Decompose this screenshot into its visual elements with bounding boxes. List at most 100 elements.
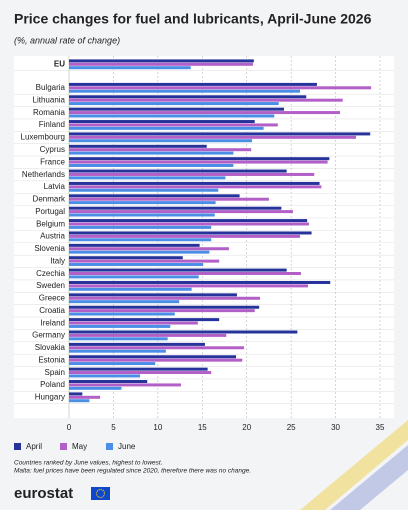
bar [69, 172, 315, 176]
bar [69, 210, 293, 214]
bar [69, 309, 255, 313]
bar [69, 114, 275, 118]
bar [69, 355, 237, 359]
x-tick-label: 5 [111, 423, 116, 432]
bar [69, 284, 309, 288]
y-tick-label: Croatia [39, 306, 65, 315]
y-tick-label: France [40, 157, 65, 166]
bar [69, 337, 168, 341]
y-tick-label: Netherlands [22, 170, 65, 179]
y-tick-label: Finland [39, 120, 65, 129]
legend-label: May [72, 442, 87, 451]
note: Malta: fuel prices have been regulated s… [14, 468, 251, 475]
y-tick-label: Cyprus [40, 145, 65, 154]
x-tick-label: 10 [153, 423, 162, 432]
y-tick-label: Lithuania [33, 95, 66, 104]
bar [69, 82, 317, 86]
bar [69, 272, 301, 275]
decoration [300, 420, 408, 510]
y-tick-label: Portugal [35, 207, 65, 216]
legend-swatch [14, 443, 21, 450]
x-tick-label: 30 [331, 423, 340, 432]
bar [69, 305, 260, 309]
bar [69, 169, 287, 173]
y-tick-label: Ireland [41, 318, 65, 327]
y-tick-label: Romania [33, 108, 66, 117]
bar [69, 263, 204, 267]
bar [69, 275, 199, 279]
bar [69, 399, 90, 403]
y-tick-label: Belgium [36, 219, 65, 228]
bar [69, 256, 183, 260]
bar [69, 330, 298, 334]
bar [69, 135, 357, 139]
bar [69, 107, 285, 111]
legend: April May June [14, 442, 136, 451]
bar [69, 126, 264, 130]
y-tick-label: Estonia [38, 355, 65, 364]
y-tick-label: Italy [50, 256, 65, 265]
y-tick-label: Slovenia [34, 244, 65, 253]
y-tick-label: Latvia [44, 182, 66, 191]
y-tick-label: Sweden [36, 281, 65, 290]
y-tick-label: Austria [40, 232, 65, 241]
legend-label: April [26, 442, 42, 451]
bar [69, 197, 269, 201]
bar [69, 59, 254, 63]
x-tick-label: 20 [242, 423, 251, 432]
bar [69, 188, 219, 192]
bar [69, 247, 229, 251]
bar [69, 349, 166, 353]
bar [69, 144, 207, 148]
decoration [330, 445, 408, 510]
bar [69, 123, 278, 127]
bars: EU Bulgaria Lithuania Romania Finland Luxembo… [21, 59, 372, 403]
bar [69, 111, 341, 115]
bar [69, 222, 309, 226]
bar [69, 219, 308, 223]
y-tick-label: EU [54, 60, 65, 69]
bar [69, 62, 253, 66]
bar [69, 342, 205, 346]
bar [69, 259, 220, 263]
bar [69, 98, 343, 102]
bar [69, 293, 237, 297]
bar [69, 280, 331, 284]
bar [69, 181, 320, 185]
bar [69, 102, 279, 106]
bar [69, 225, 212, 229]
y-tick-label: Germany [32, 331, 65, 340]
bar [69, 243, 200, 247]
bar [69, 201, 216, 205]
legend-swatch [60, 443, 67, 450]
eu-flag [91, 487, 110, 500]
y-tick-label: Spain [45, 368, 65, 377]
bar [69, 176, 226, 180]
bar [69, 371, 212, 375]
x-tick-label: 15 [198, 423, 207, 432]
legend-swatch [106, 443, 113, 450]
bar [69, 300, 180, 304]
bar [69, 160, 328, 164]
chart-subtitle: (%, annual rate of change) [14, 35, 120, 45]
bar [69, 380, 148, 384]
bar [69, 383, 181, 387]
bar [69, 234, 301, 238]
y-tick-label: Hungary [35, 393, 65, 402]
bar [69, 95, 307, 99]
bar [69, 333, 227, 337]
bar [69, 120, 255, 124]
legend-label: June [118, 442, 136, 451]
bar [69, 312, 175, 316]
bar [69, 250, 210, 254]
bar [69, 392, 83, 396]
bar [69, 157, 330, 161]
y-tick-label: Luxembourg [21, 133, 65, 142]
bar [69, 238, 212, 242]
bar [69, 139, 253, 143]
bar [69, 194, 240, 198]
bar [69, 86, 372, 90]
y-tick-label: Greece [39, 294, 66, 303]
bar [69, 321, 198, 325]
x-tick-label: 35 [376, 423, 385, 432]
